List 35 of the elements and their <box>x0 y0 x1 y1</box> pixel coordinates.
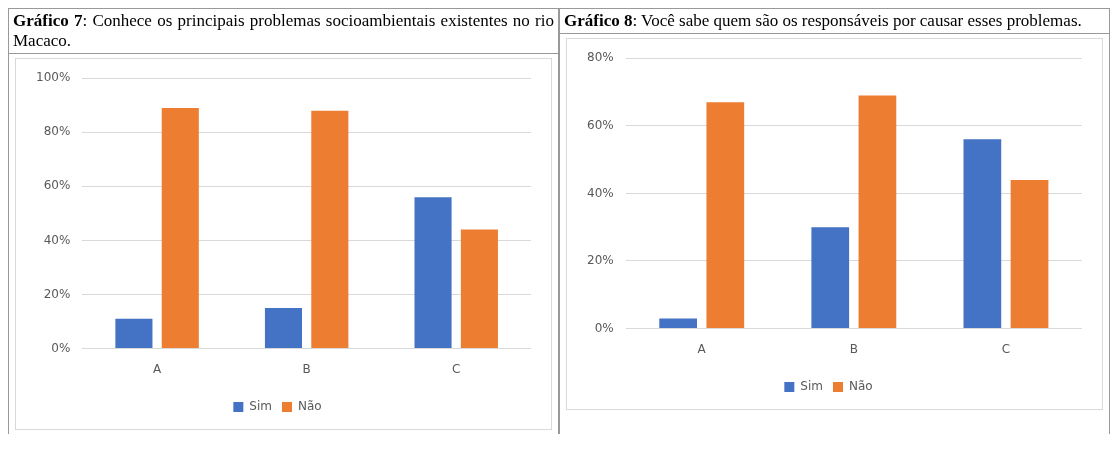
legend-label: Não <box>848 379 873 394</box>
y-tick-label: 0% <box>51 340 71 355</box>
bar <box>414 197 452 349</box>
bar <box>264 308 303 349</box>
chart-title: Gráfico 7: Conhece os principais problemas socioambientais existentes no rio Macaco. <box>9 8 558 54</box>
y-tick-label: 60% <box>43 178 71 193</box>
y-tick-label: 100% <box>35 70 71 85</box>
x-tick-label: B <box>302 361 311 376</box>
bar <box>460 229 498 349</box>
y-tick-label: 60% <box>587 117 614 132</box>
legend-label: Sim <box>249 399 272 414</box>
y-tick-label: 80% <box>43 124 71 139</box>
x-tick-label: C <box>1001 341 1011 356</box>
bar <box>811 227 850 329</box>
y-tick-label: 40% <box>43 232 71 247</box>
y-tick-label: 40% <box>587 185 614 200</box>
bar <box>1010 179 1049 329</box>
legend-label: Sim <box>800 379 823 394</box>
bar <box>161 107 199 349</box>
x-tick-label: B <box>849 341 858 356</box>
y-tick-label: 0% <box>594 320 614 335</box>
bar <box>311 110 349 349</box>
chart-title: Gráfico 8: Você sabe quem são os responsáveis por causar esses problemas. <box>560 8 1109 34</box>
bar <box>963 139 1002 329</box>
y-tick-label: 80% <box>587 50 614 65</box>
legend-label: Não <box>297 399 322 414</box>
bar <box>858 95 897 329</box>
x-tick-label: A <box>152 361 162 376</box>
y-tick-label: 20% <box>43 286 71 301</box>
y-tick-label: 20% <box>587 253 614 268</box>
x-tick-label: C <box>452 361 461 376</box>
bar <box>115 318 153 349</box>
bar <box>706 102 745 329</box>
x-tick-label: A <box>697 341 707 356</box>
bar <box>659 318 698 329</box>
